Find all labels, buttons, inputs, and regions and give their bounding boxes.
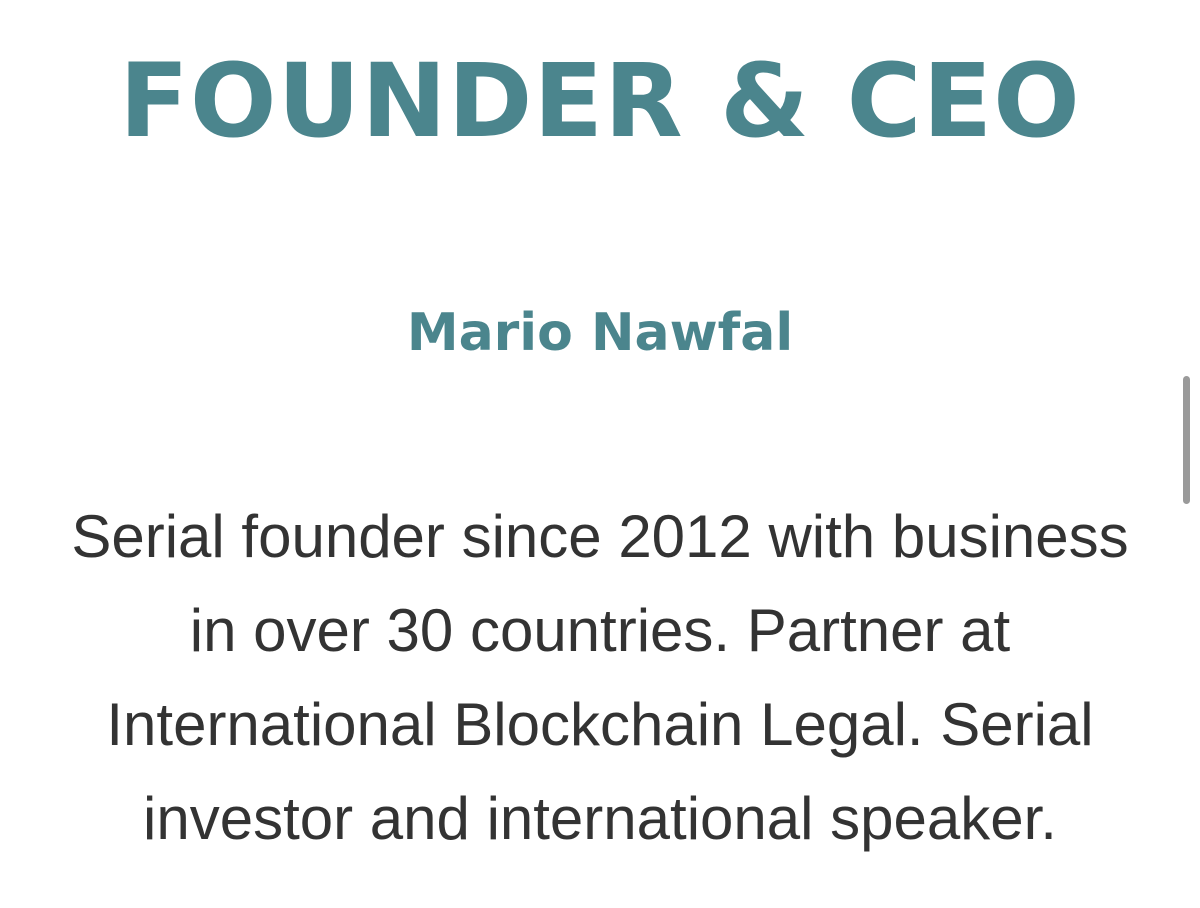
bio-line: International Blockchain Legal. Serial: [106, 691, 1094, 758]
bio-line: in over 30 countries. Partner at: [189, 597, 1011, 664]
bio-paragraph: Serial founder since 2012 with business …: [40, 490, 1160, 866]
bio-line: Serial founder since 2012 with business: [71, 503, 1129, 570]
person-name: Mario Nawfal: [406, 303, 794, 363]
section-title: FOUNDER & CEO: [119, 42, 1081, 161]
bio-line: investor and international speaker.: [143, 785, 1057, 852]
scrollbar-thumb[interactable]: [1183, 376, 1190, 504]
